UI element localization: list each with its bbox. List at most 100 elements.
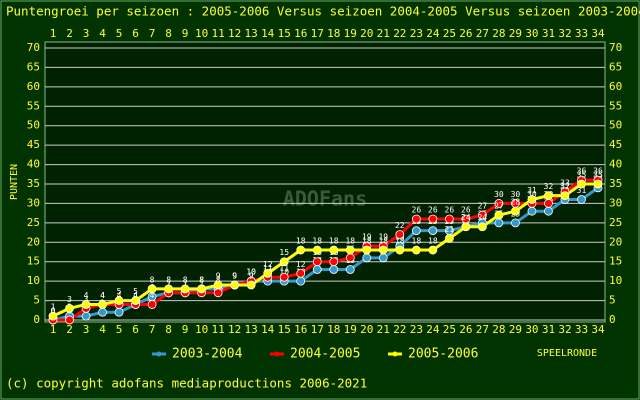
data-point (444, 233, 454, 243)
value-label: 28 (511, 198, 521, 207)
value-label: 4 (133, 291, 138, 300)
x-tick-label: 33 (575, 323, 588, 336)
y-tick-label-right: 35 (609, 177, 622, 190)
value-label: 4 (100, 291, 105, 300)
value-label: 18 (428, 237, 438, 246)
x-tick-label-top: 27 (476, 27, 489, 40)
x-tick-label: 21 (377, 323, 390, 336)
data-point (544, 199, 553, 208)
data-point (511, 218, 520, 228)
data-point (345, 265, 355, 274)
value-label: 4 (100, 291, 105, 300)
x-tick-label: 25 (443, 323, 456, 336)
value-label: 18 (378, 237, 388, 246)
x-tick-label-top: 21 (377, 27, 390, 40)
x-tick-label: 27 (476, 323, 489, 336)
y-tick-label: 35 (27, 177, 40, 190)
plot-area (44, 41, 606, 323)
data-point (593, 179, 603, 189)
y-tick-label: 25 (27, 216, 40, 229)
data-point (511, 206, 520, 216)
value-label: 5 (133, 287, 138, 296)
data-point (180, 284, 190, 294)
data-point (329, 257, 339, 267)
x-tick-label: 15 (278, 323, 291, 336)
value-label: 10 (246, 268, 256, 277)
x-tick-label-top: 13 (245, 27, 258, 40)
x-tick-label: 23 (410, 323, 423, 336)
data-point (544, 206, 553, 216)
value-label: 35 (577, 171, 587, 180)
x-tick-label-top: 29 (509, 27, 522, 40)
y-tick-label-right: 5 (609, 294, 616, 307)
value-label: 22 (395, 221, 405, 230)
x-tick-label-top: 15 (278, 27, 291, 40)
x-tick-label-top: 2 (66, 27, 73, 40)
x-tick-label: 22 (393, 323, 406, 336)
legend-marker (392, 351, 398, 357)
y-tick-label: 20 (27, 235, 40, 248)
y-tick-label-right: 65 (609, 60, 622, 73)
x-tick-label: 10 (195, 323, 208, 336)
y-tick-label: 10 (27, 274, 40, 287)
legend-label: 2003-2004 (172, 347, 243, 362)
data-point (577, 195, 586, 204)
legend-label: 2004-2005 (290, 347, 360, 362)
value-label: 9 (232, 272, 237, 281)
data-point (477, 222, 487, 232)
value-label: 30 (527, 190, 537, 199)
x-tick-label-top: 33 (575, 27, 588, 40)
data-point (197, 284, 207, 294)
value-label: 24 (478, 213, 488, 222)
x-tick-label-top: 16 (294, 27, 307, 40)
x-tick-label: 17 (311, 323, 324, 336)
data-point (81, 311, 91, 321)
x-tick-label-top: 4 (99, 27, 106, 40)
value-label: 8 (183, 275, 188, 284)
value-label: 15 (279, 248, 289, 257)
data-point (527, 206, 537, 216)
data-point (577, 179, 586, 189)
data-point (230, 280, 240, 290)
x-tick-label-top: 24 (426, 27, 440, 40)
series-line (52, 182, 598, 318)
data-point (378, 253, 388, 263)
data-point (411, 226, 421, 236)
x-tick-label-top: 26 (459, 27, 472, 40)
value-label: 26 (412, 205, 422, 214)
value-label: 0 (51, 307, 56, 316)
x-tick-label: 2 (66, 323, 73, 336)
y-tick-label: 70 (27, 41, 40, 54)
data-point (48, 311, 58, 321)
data-point (81, 300, 91, 309)
value-label: 3 (84, 295, 89, 304)
x-tick-label-top: 3 (83, 27, 90, 40)
y-tick-label-right: 70 (609, 41, 622, 54)
value-label: 11 (263, 264, 273, 273)
x-tick-label-top: 22 (393, 27, 406, 40)
x-tick-label-top: 9 (182, 27, 189, 40)
data-point (395, 245, 405, 255)
data-point (279, 272, 289, 282)
value-label: 4 (150, 291, 155, 300)
value-label: 8 (150, 275, 155, 284)
data-point (411, 245, 421, 255)
legend-marker (156, 351, 162, 357)
value-label: 18 (312, 237, 322, 246)
value-label: 31 (527, 186, 537, 195)
y-tick-label: 40 (27, 158, 40, 171)
x-tick-label-top: 20 (360, 27, 373, 40)
x-tick-label-top: 7 (149, 27, 156, 40)
value-label: 4 (133, 291, 138, 300)
value-label: 30 (511, 190, 521, 199)
data-point (296, 268, 306, 278)
footer: (c) copyright adofans mediaproductions 2… (6, 376, 367, 391)
x-tick-label: 19 (344, 323, 357, 336)
value-label: 18 (345, 237, 355, 246)
y-tick-label: 5 (33, 294, 40, 307)
value-label: 5 (117, 287, 122, 296)
y-tick-label: 50 (27, 119, 40, 132)
data-point (98, 300, 107, 309)
x-tick-label-top: 12 (228, 27, 241, 40)
data-point (114, 307, 124, 317)
